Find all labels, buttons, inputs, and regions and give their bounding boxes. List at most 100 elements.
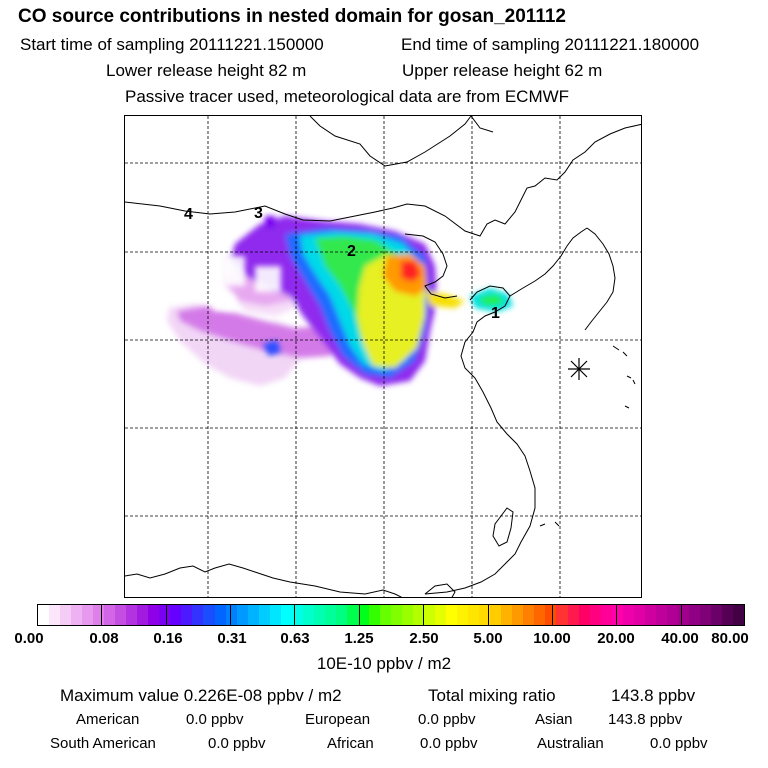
colorbar-units: 10E-10 ppbv / m2 <box>316 654 452 673</box>
colorbar-cell <box>225 605 237 625</box>
plot-title: CO source contributions in nested domain… <box>18 6 566 27</box>
colorbar-cell <box>148 605 160 625</box>
colorbar-cell <box>357 605 369 625</box>
colorbar-cell <box>688 605 700 625</box>
colorbar-cell <box>93 605 105 625</box>
african-label: African <box>327 735 374 752</box>
colorbar-divider <box>166 604 167 626</box>
colorbar-cell <box>170 605 182 625</box>
map-canvas: 1 2 3 4 <box>125 116 641 597</box>
colorbar-cell <box>446 605 458 625</box>
colorbar-cell <box>545 605 557 625</box>
colorbar-cell <box>710 605 722 625</box>
lower-release-height: Lower release height 82 m <box>106 61 307 80</box>
colorbar-cell <box>666 605 678 625</box>
colorbar-cell <box>137 605 149 625</box>
colorbar-tick: 0.16 <box>153 630 183 647</box>
upper-release-height: Upper release height 62 m <box>402 61 603 80</box>
concentration-field <box>167 216 513 386</box>
colorbar-tick: 5.00 <box>473 630 503 647</box>
colorbar-cell <box>479 605 491 625</box>
american-value: 0.0 ppbv <box>186 711 244 728</box>
colorbar-tick: 0.31 <box>217 630 247 647</box>
asian-label: Asian <box>535 711 573 728</box>
colorbar-cell <box>60 605 72 625</box>
colorbar-cell <box>368 605 380 625</box>
colorbar-cell <box>512 605 524 625</box>
colorbar-tick: 1.25 <box>344 630 374 647</box>
total-mixing-ratio-value: 143.8 ppbv <box>611 686 696 705</box>
asian-value: 143.8 ppbv <box>608 711 683 728</box>
source-label-1: 1 <box>491 305 500 322</box>
colorbar-tick: 40.00 <box>661 630 699 647</box>
colorbar-cell <box>677 605 689 625</box>
colorbar-tick: 0.63 <box>280 630 310 647</box>
source-label-4: 4 <box>184 206 193 223</box>
european-value: 0.0 ppbv <box>418 711 476 728</box>
colorbar-cell <box>324 605 336 625</box>
colorbar-cell <box>556 605 568 625</box>
colorbar-divider <box>681 604 682 626</box>
grid-lines <box>125 116 641 597</box>
south-american-label: South American <box>50 735 156 752</box>
colorbar-tick: 80.00 <box>711 630 749 647</box>
african-value: 0.0 ppbv <box>420 735 478 752</box>
colorbar-cell <box>82 605 94 625</box>
colorbar-cell <box>181 605 193 625</box>
colorbar-cell <box>104 605 116 625</box>
south-american-value: 0.0 ppbv <box>208 735 266 752</box>
colorbar-cell <box>49 605 61 625</box>
colorbar-cell <box>71 605 83 625</box>
source-label-3: 3 <box>254 205 263 222</box>
colorbar-cell <box>468 605 480 625</box>
colorbar-cell <box>159 605 171 625</box>
colorbar-tick: 0.00 <box>14 630 44 647</box>
colorbar-cell <box>567 605 579 625</box>
colorbar-cell <box>633 605 645 625</box>
colorbar-cell <box>424 605 436 625</box>
colorbar-cell <box>721 605 733 625</box>
colorbar-divider <box>101 604 102 626</box>
colorbar-tick: 0.08 <box>89 630 119 647</box>
coastlines <box>125 116 641 597</box>
colorbar-cell <box>379 605 391 625</box>
colorbar-cell <box>611 605 623 625</box>
nested-domain-map[interactable]: 1 2 3 4 <box>124 115 642 598</box>
colorbar-cell <box>622 605 634 625</box>
colorbar-cell <box>203 605 215 625</box>
colorbar-cell <box>247 605 259 625</box>
receptor-asterisk-icon <box>568 358 590 380</box>
colorbar-cell <box>501 605 513 625</box>
colorbar-cell <box>435 605 447 625</box>
colorbar-cell <box>269 605 281 625</box>
colorbar-cell <box>402 605 414 625</box>
colorbar-cell <box>335 605 347 625</box>
end-time-label: End time of sampling 20111221.180000 <box>401 35 700 54</box>
colorbar-cell <box>258 605 270 625</box>
colorbar-cell <box>302 605 314 625</box>
colorbar-cell <box>534 605 546 625</box>
colorbar-cell <box>732 605 744 625</box>
colorbar-cell <box>600 605 612 625</box>
colorbar-divider <box>488 604 489 626</box>
colorbar-cell <box>655 605 667 625</box>
colorbar-divider <box>423 604 424 626</box>
colorbar-cell <box>214 605 226 625</box>
colorbar-cell <box>644 605 656 625</box>
maximum-value: Maximum value 0.226E-08 ppbv / m2 <box>60 686 342 705</box>
european-label: European <box>305 711 371 728</box>
colorbar-cell <box>38 605 50 625</box>
colorbar-tick: 20.00 <box>597 630 635 647</box>
colorbar-divider <box>294 604 295 626</box>
colorbar-tick: 2.50 <box>409 630 439 647</box>
colorbar-divider <box>230 604 231 626</box>
colorbar-cell <box>490 605 502 625</box>
colorbar-cell <box>578 605 590 625</box>
australian-label: Australian <box>537 735 604 752</box>
start-time-label: Start time of sampling 20111221.150000 <box>20 35 324 54</box>
american-label: American <box>76 711 140 728</box>
colorbar-cell <box>589 605 601 625</box>
colorbar-divider <box>552 604 553 626</box>
colorbar-tick: 10.00 <box>533 630 571 647</box>
colorbar-cell <box>346 605 358 625</box>
